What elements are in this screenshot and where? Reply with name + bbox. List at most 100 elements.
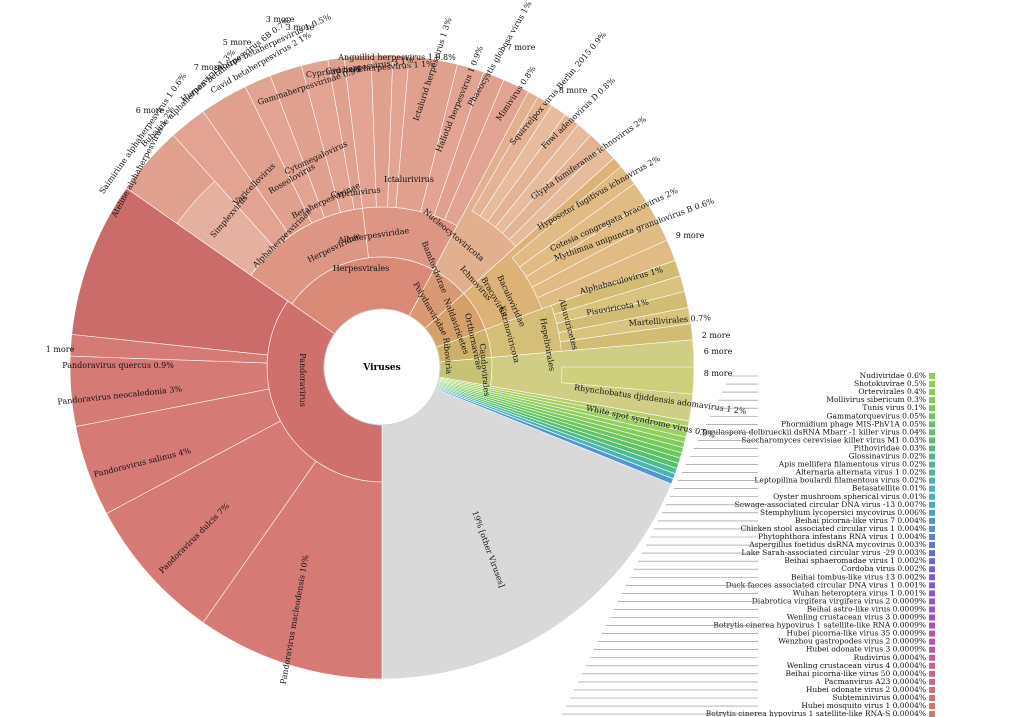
- legend-swatch: [929, 558, 935, 565]
- legend-swatch: [929, 606, 935, 613]
- legend-label: Saccharomyces cerevisiae killer virus M1…: [741, 435, 926, 444]
- legend-swatch: [929, 574, 935, 581]
- legend-swatch: [929, 711, 935, 717]
- herpesvirales-label: Herpesvirales: [333, 264, 390, 273]
- legend-label: Lake Sarah-associated circular virus -29…: [741, 548, 926, 557]
- more-label: 3 more: [286, 23, 315, 32]
- legend-swatch: [929, 517, 935, 524]
- legend-swatch: [929, 437, 935, 444]
- legend-swatch: [929, 373, 935, 379]
- more-label: 7 more: [194, 63, 223, 72]
- legend-swatch: [929, 485, 935, 492]
- leaf-label: Anguillid herpesvirus 1 0.8%: [337, 53, 456, 62]
- legend-label: Nudiviridae 0.6%: [860, 371, 926, 380]
- legend-label: Cordoba virus 0.002%: [841, 564, 926, 573]
- center-circle: [323, 308, 441, 426]
- more-label: 1 more: [46, 345, 75, 354]
- legend-label: Mollivirus sibericum 0.3%: [826, 395, 926, 404]
- legend-swatch: [929, 670, 935, 677]
- legend-swatch: [929, 646, 935, 653]
- legend-swatch: [929, 445, 935, 452]
- legend-label: Beihai sphaeromadae virus 1 0.002%: [784, 556, 926, 565]
- legend-label: Hubei picorna-like virus 35 0.0009%: [787, 629, 926, 638]
- legend-label: Botrytis cinerea hypovirus 1 satellite-l…: [713, 621, 926, 630]
- legend-label: Diabrotica virgifera virgifera virus 2 0…: [752, 596, 926, 605]
- legend-swatch: [929, 461, 935, 468]
- legend-label: Glossinavirus 0.02%: [849, 452, 926, 461]
- legend-swatch: [929, 630, 935, 637]
- more-label: 6 more: [136, 106, 165, 115]
- legend-swatch: [929, 397, 935, 404]
- legend-swatch: [929, 654, 935, 661]
- simplexvirus[interactable]: [176, 180, 276, 276]
- legend-swatch: [929, 566, 935, 573]
- more-label: 6 more: [704, 347, 733, 356]
- legend-swatch: [929, 405, 935, 412]
- legend-label: Wenling crustacean virus 3 0.0009%: [787, 613, 926, 622]
- legend-swatch: [929, 703, 935, 710]
- legend-swatch: [929, 590, 935, 597]
- legend-swatch: [929, 493, 935, 500]
- pandoravirus-leaf[interactable]: [202, 460, 383, 680]
- legend-label: Chicken stool associated circular virus …: [740, 524, 926, 533]
- legend-label: Wenzhou gastropodes virus 2 0.0009%: [778, 637, 926, 646]
- legend-label: Leptopilina boulardi filamentous virus 0…: [754, 476, 926, 485]
- more-label: 9 more: [676, 231, 705, 240]
- legend-label: Sewage-associated circular DNA virus -13…: [735, 500, 926, 509]
- legend-swatch: [929, 638, 935, 645]
- legend-swatch: [929, 662, 935, 669]
- legend-swatch: [929, 525, 935, 532]
- pandoravirus-leaf-label: Pandoravirus quercus 0.9%: [62, 361, 174, 370]
- riboviria-label: Riboviria: [441, 337, 453, 375]
- more-label: 3 more: [266, 15, 295, 24]
- more-label: 2 more: [702, 331, 731, 340]
- legend-swatch: [929, 421, 935, 428]
- more-label: 8 more: [559, 86, 588, 95]
- legend-label: Wenling crustacean virus 4 0.0004%: [787, 661, 926, 670]
- legend-label: Beihai picorna-like virus 7 0.004%: [795, 516, 926, 525]
- legend-label: Rudivirus 0.0004%: [854, 653, 926, 662]
- legend-swatch: [929, 413, 935, 420]
- legend-swatch: [929, 509, 935, 516]
- pandoravirus-label: Pandoravirus: [298, 353, 307, 407]
- legend-swatch: [929, 501, 935, 508]
- legend-label: Duck faeces associated circular DNA viru…: [726, 580, 926, 589]
- legend-label: Phytophthora infestans RNA virus 1 0.004…: [758, 532, 926, 541]
- legend-label: Shotokuvirae 0.5%: [854, 379, 926, 388]
- legend-label: Phormidium phage MIS-PhV1A 0.05%: [781, 419, 926, 428]
- legend-swatch: [929, 389, 935, 396]
- legend-label: Hubei mosquito virus 1 0.0004%: [801, 701, 926, 710]
- legend-label: Beihai astro-like virus 0.0009%: [807, 604, 926, 613]
- legend-swatch: [929, 614, 935, 621]
- legend-swatch: [929, 686, 935, 693]
- legend-swatch: [929, 534, 935, 540]
- more-label: 8 more: [704, 369, 733, 378]
- legend-swatch: [929, 453, 935, 460]
- legend-label: Pithoviridae 0.03%: [854, 443, 926, 452]
- legend-label: Torulaspora delbrueckii dsRNA Mbarr -1 k…: [701, 427, 926, 436]
- legend-label: Beihai picorna-like virus 50 0.0004%: [785, 669, 926, 678]
- legend-swatch: [929, 477, 935, 484]
- legend-swatch: [929, 469, 935, 476]
- legend-swatch: [929, 622, 935, 629]
- legend-swatch: [929, 381, 935, 388]
- legend-swatch: [929, 429, 935, 436]
- legend-swatch: [929, 695, 935, 701]
- legend-label: Wuhan heteroptera virus 1 0.001%: [793, 588, 926, 597]
- legend-label: Oyster mushroom spherical virus 0.01%: [773, 492, 926, 501]
- legend-label: Gammatorquevirus 0.05%: [827, 411, 926, 420]
- center-label: Viruses: [362, 363, 400, 373]
- caudo-leaf[interactable]: [560, 366, 695, 395]
- legend-swatch: [929, 598, 935, 605]
- legend-label: Ortervirales 0.4%: [858, 387, 926, 396]
- legend-label: Botrytis cinerea hypovirus 1 satellite-l…: [706, 709, 926, 717]
- legend-label: Alternaria alternata virus 1 0.02%: [795, 468, 926, 477]
- more-label: 5 more: [223, 38, 252, 47]
- legend-label: Hubei odonate virus 3 0.0009%: [806, 645, 926, 654]
- legend-swatch: [929, 582, 935, 589]
- legend-swatch: [929, 678, 935, 685]
- legend-label: Pacmanvirus A23 0.0004%: [824, 677, 926, 686]
- ictalurivirus-label: Ictalurivirus: [384, 175, 434, 184]
- legend-swatch: [929, 542, 935, 549]
